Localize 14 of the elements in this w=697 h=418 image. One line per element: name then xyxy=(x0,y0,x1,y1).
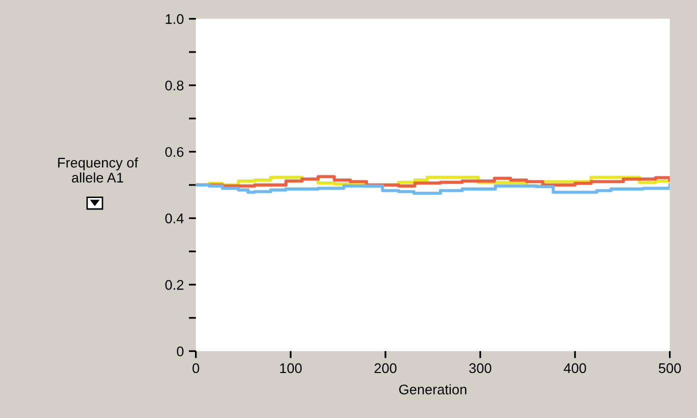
y-tick-label: 0 xyxy=(176,346,184,356)
x-tick-label: 0 xyxy=(192,363,200,374)
y-tick-label: 0.4 xyxy=(165,214,184,224)
x-tick-label: 500 xyxy=(658,363,681,374)
x-tick-label: 100 xyxy=(280,363,302,374)
x-tick-label: 400 xyxy=(564,363,586,374)
x-tick-label: 200 xyxy=(374,363,396,374)
y-tick-label: 0.2 xyxy=(165,280,184,290)
y-tick-label: 1.0 xyxy=(166,14,184,24)
y-axis-title: Frequency of allele A1 xyxy=(58,157,138,183)
y-tick-label: 0.6 xyxy=(165,147,184,157)
x-axis-title: Generation xyxy=(399,384,466,394)
y-tick-label: 0.8 xyxy=(165,80,184,90)
x-tick-label: 300 xyxy=(469,363,492,374)
